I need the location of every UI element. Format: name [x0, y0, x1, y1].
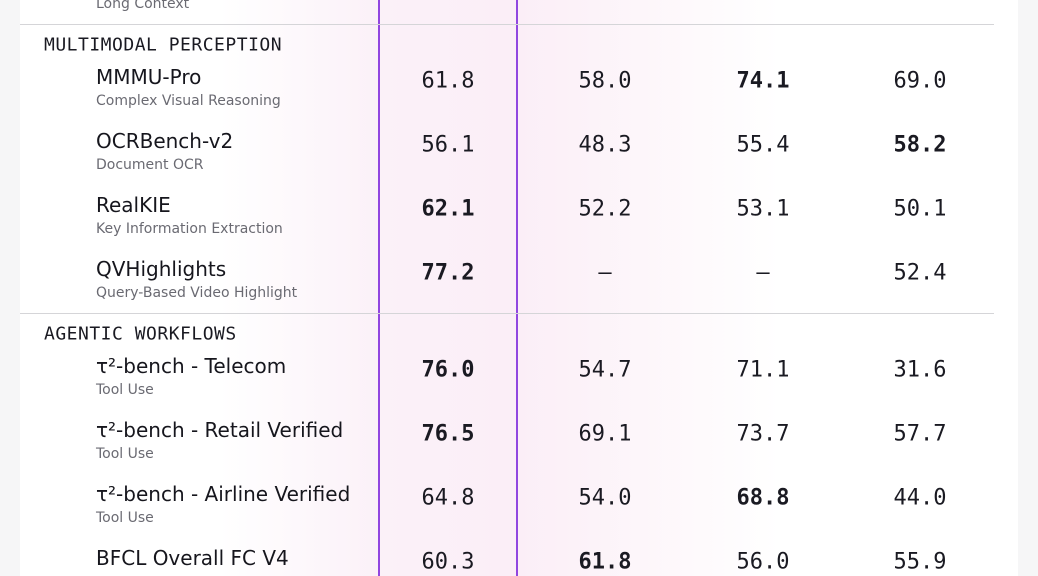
- score: 48.3: [578, 132, 632, 158]
- section-title: MULTIMODAL PERCEPTION: [44, 34, 283, 56]
- table-card: Long Context MULTIMODAL PERCEPTION MMMU-P…: [20, 0, 1018, 576]
- row-subtitle: Document OCR: [96, 157, 204, 173]
- score: 54.0: [578, 485, 632, 511]
- score: 69.1: [578, 421, 632, 447]
- row-name: OCRBench-v2: [96, 129, 234, 153]
- score: 54.7: [578, 357, 632, 383]
- row-subtitle: Tool Use: [96, 382, 154, 398]
- row-subtitle: Tool Use: [96, 510, 154, 526]
- row-name: τ²-bench - Airline Verified: [96, 482, 351, 506]
- score: 52.4: [893, 260, 947, 286]
- score: 56.0: [736, 549, 790, 575]
- score: —: [598, 260, 612, 286]
- row-name: MMMU-Pro: [96, 65, 202, 89]
- row-subtitle: Complex Visual Reasoning: [96, 93, 281, 109]
- row-name: BFCL Overall FC V4: [96, 546, 289, 570]
- row-name: τ²-bench - Telecom: [96, 354, 287, 378]
- score: 76.5: [421, 421, 475, 447]
- row-subtitle: Long Context: [96, 0, 190, 12]
- highlight-column: [378, 0, 518, 576]
- separator: [20, 313, 994, 314]
- score: 64.8: [421, 485, 475, 511]
- score: 58.2: [893, 132, 947, 158]
- score: 73.7: [736, 421, 790, 447]
- score: 52.2: [578, 196, 632, 222]
- row-name: τ²-bench - Retail Verified: [96, 418, 344, 442]
- score: 68.8: [736, 485, 790, 511]
- score: 53.1: [736, 196, 790, 222]
- score: 76.0: [421, 357, 475, 383]
- score: 60.3: [421, 549, 475, 575]
- score: 61.8: [578, 549, 632, 575]
- score: 55.9: [893, 549, 947, 575]
- score: 56.1: [421, 132, 475, 158]
- score: 61.8: [421, 68, 475, 94]
- row-subtitle: Tool Use: [96, 446, 154, 462]
- score: 57.7: [893, 421, 947, 447]
- score: 55.4: [736, 132, 790, 158]
- score: —: [756, 260, 770, 286]
- score: 58.0: [578, 68, 632, 94]
- row-name: RealKIE: [96, 193, 171, 217]
- score: 62.1: [421, 196, 475, 222]
- row-name: QVHighlights: [96, 257, 227, 281]
- score: 44.0: [893, 485, 947, 511]
- separator: [20, 24, 994, 25]
- score: 31.6: [893, 357, 947, 383]
- score: 71.1: [736, 357, 790, 383]
- score: 50.1: [893, 196, 947, 222]
- section-title: AGENTIC WORKFLOWS: [44, 323, 237, 345]
- row-subtitle: Query-Based Video Highlight: [96, 285, 298, 301]
- score: 69.0: [893, 68, 947, 94]
- score: 74.1: [736, 68, 790, 94]
- row-subtitle: Key Information Extraction: [96, 221, 283, 237]
- score: 77.2: [421, 260, 475, 286]
